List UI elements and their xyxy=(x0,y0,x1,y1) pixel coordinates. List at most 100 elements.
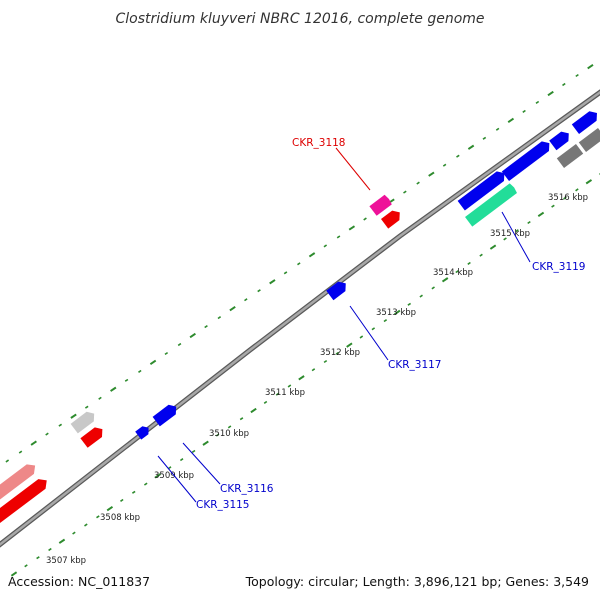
scale-tick xyxy=(441,277,449,283)
scale-tick xyxy=(70,413,77,419)
gene-ckr-3115[interactable] xyxy=(135,424,151,440)
scale-label: 3512 kbp xyxy=(320,348,360,358)
scale-tick xyxy=(323,359,328,364)
scale-tick xyxy=(263,400,268,404)
scale-label: 3510 kbp xyxy=(209,429,249,439)
scale-tick xyxy=(575,188,579,192)
scale-label: 3513 kbp xyxy=(376,308,416,318)
gene-ckr-3116[interactable] xyxy=(152,402,180,427)
gene-gray-light[interactable] xyxy=(70,409,98,434)
scale-tick xyxy=(227,425,232,429)
scale-label: 3516 kbp xyxy=(548,193,588,203)
scale-tick xyxy=(48,547,52,552)
scale-tick xyxy=(18,450,23,454)
scale-tick xyxy=(537,211,545,218)
scale-tick xyxy=(84,405,89,409)
gene-labels: CKR_3118 CKR_3119 CKR_3117 CKR_3116 CKR_… xyxy=(196,137,585,511)
scale-tick xyxy=(164,351,169,356)
scale-tick xyxy=(585,179,593,185)
scale-tick xyxy=(30,440,37,446)
gene-ckr-3118[interactable] xyxy=(369,194,392,216)
scale-labels: 3507 kbp 3508 kbp 3509 kbp 3510 kbp 3511… xyxy=(46,193,588,566)
scale-tick xyxy=(348,225,356,231)
scale-tick xyxy=(287,384,292,388)
scale-tick xyxy=(143,482,148,486)
scale-tick xyxy=(346,342,353,348)
scale-tick xyxy=(215,433,220,437)
gene-label-ckr-3119[interactable]: CKR_3119 xyxy=(532,261,585,273)
scale-tick xyxy=(154,473,161,479)
gene-label-ckr-3118[interactable]: CKR_3118 xyxy=(292,137,345,149)
scale-tick xyxy=(202,440,209,446)
gene-red-small[interactable] xyxy=(80,424,106,448)
scale-tick xyxy=(244,298,248,302)
scale-tick xyxy=(515,229,519,233)
scale-tick xyxy=(110,386,117,392)
scale-tick xyxy=(456,154,460,158)
scale-tick xyxy=(58,538,66,544)
scale-tick xyxy=(535,100,540,104)
scale-tick xyxy=(106,505,114,512)
scale-tick xyxy=(551,204,555,208)
scale-tick xyxy=(503,237,507,241)
scale-tick xyxy=(587,63,594,70)
gene-red-near-3118[interactable] xyxy=(381,208,403,229)
gene-ckr-3117[interactable] xyxy=(326,279,349,301)
gene-ckr-3119[interactable] xyxy=(465,183,518,227)
scale-tick xyxy=(283,271,288,275)
scale-tick xyxy=(36,556,40,560)
scale-tick xyxy=(455,270,459,274)
scale-tick xyxy=(229,305,236,312)
scale-tick xyxy=(403,190,407,194)
scale-tick xyxy=(522,109,526,113)
scale-tick xyxy=(563,196,567,200)
gene-label-ckr-3117[interactable]: CKR_3117 xyxy=(388,359,441,371)
gene-label-ckr-3115[interactable]: CKR_3115 xyxy=(196,499,249,511)
scale-tick xyxy=(204,325,208,329)
scale-tick xyxy=(489,244,497,250)
scale-tick xyxy=(359,335,364,339)
scale-tick xyxy=(335,351,340,355)
scale-tick xyxy=(120,498,124,502)
scale-tick xyxy=(527,220,531,225)
genome-summary-text: Topology: circular; Length: 3,896,121 bp… xyxy=(245,574,589,589)
scale-tick xyxy=(479,253,483,257)
outer-tick-track xyxy=(5,63,594,463)
scale-tick xyxy=(428,171,435,177)
gene-blue-3515[interactable] xyxy=(457,168,508,211)
scale-label: 3507 kbp xyxy=(46,556,86,566)
scale-tick xyxy=(416,181,420,185)
gene-gray-right[interactable] xyxy=(556,143,584,169)
scale-tick xyxy=(5,459,10,463)
scale-tick xyxy=(96,515,100,519)
scale-label: 3511 kbp xyxy=(265,388,305,398)
scale-tick xyxy=(467,144,475,150)
scale-tick xyxy=(269,279,276,285)
gene-label-ckr-3116[interactable]: CKR_3116 xyxy=(220,483,274,495)
scale-tick xyxy=(575,73,579,78)
scale-tick xyxy=(407,302,412,306)
gene-red-left-lower[interactable] xyxy=(0,476,50,537)
scale-tick xyxy=(495,127,500,131)
gene-red-left-upper[interactable] xyxy=(0,461,39,521)
gene-blue-edge-right[interactable] xyxy=(571,108,600,135)
scale-tick xyxy=(323,244,328,248)
scale-tick xyxy=(250,407,257,414)
gene-gray-edge-right[interactable] xyxy=(578,127,600,153)
scale-tick xyxy=(308,252,316,258)
scale-label: 3508 kbp xyxy=(100,513,140,523)
scale-tick xyxy=(124,378,129,382)
scale-tick xyxy=(419,294,423,298)
label-leaders xyxy=(157,147,531,503)
scale-tick xyxy=(138,369,142,373)
gene-blue-small-right[interactable] xyxy=(549,129,572,151)
gene-blue-3516[interactable] xyxy=(501,138,553,182)
scale-tick xyxy=(45,432,49,436)
scale-tick xyxy=(363,217,367,221)
scale-tick xyxy=(311,368,316,372)
scale-tick xyxy=(58,423,63,427)
scale-tick xyxy=(239,417,244,421)
scale-tick xyxy=(149,359,157,366)
